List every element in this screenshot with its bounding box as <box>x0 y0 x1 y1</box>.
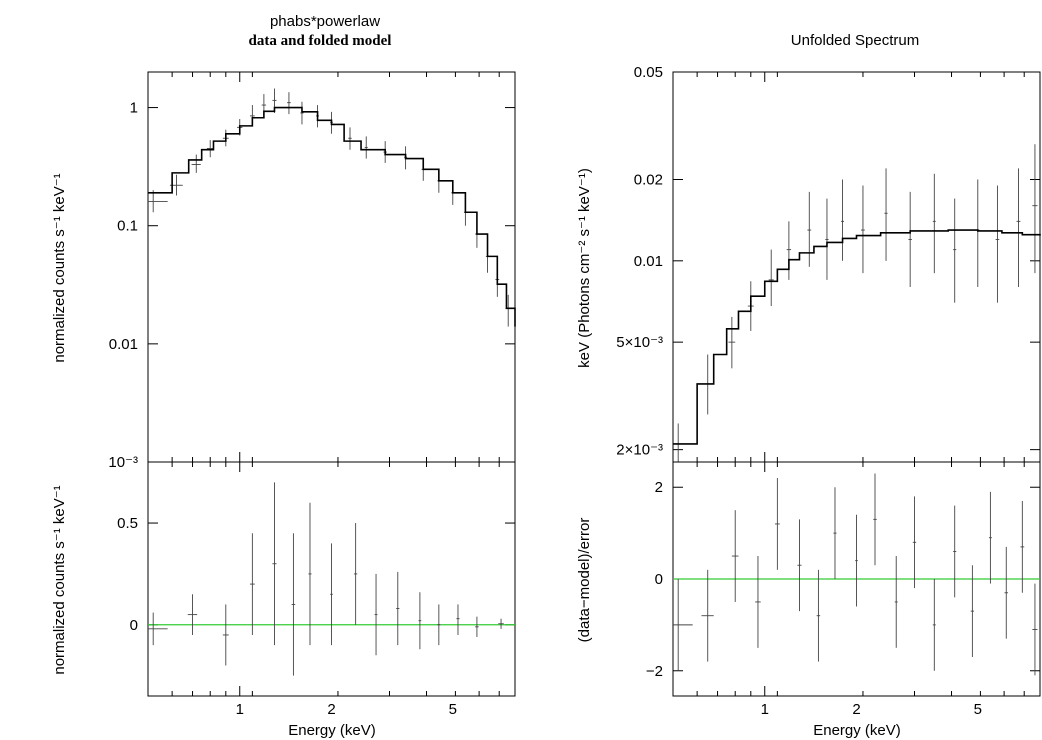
data-point <box>855 514 858 607</box>
data-point <box>148 190 168 213</box>
unfolded-ylabel: keV (Photons cm⁻² s⁻¹ keV⁻¹) <box>576 168 593 368</box>
data-point <box>768 249 774 307</box>
data-point <box>953 505 957 598</box>
data-point <box>348 127 352 150</box>
y-tick-label: 0.5 <box>117 515 138 532</box>
y-tick-label: 0.1 <box>117 218 138 235</box>
data-point <box>728 316 736 369</box>
x-tick-label: 5 <box>974 701 982 718</box>
folded-residual-panel: 1 2 5 0.5 0 <box>117 461 516 718</box>
data-point <box>731 510 739 602</box>
y-tick-label: 0 <box>655 571 663 588</box>
data-point <box>673 579 693 671</box>
data-point <box>912 496 917 589</box>
data-point <box>833 487 837 579</box>
data-point <box>797 519 802 612</box>
data-point <box>272 482 277 646</box>
data-point <box>330 543 333 646</box>
y-tick-label: 2 <box>655 479 663 496</box>
folded-ylabel: normalized counts s⁻¹ keV⁻¹ <box>51 173 68 362</box>
data-point <box>222 604 229 666</box>
data-point <box>249 533 255 635</box>
data-point <box>148 612 168 646</box>
data-point <box>300 101 304 125</box>
data-point <box>291 533 296 676</box>
unfolded-residual-ylabel: (data−model)/error <box>576 518 593 643</box>
x-tick-label: 2 <box>852 701 860 718</box>
y-tick-label: 5×10⁻³ <box>616 334 663 351</box>
x-tick-label: 5 <box>449 701 457 718</box>
data-point <box>774 478 780 570</box>
unfolded-residual-panel: 1 2 5 2 0 −2 <box>646 461 1041 718</box>
y-tick-label: 0.01 <box>634 253 663 270</box>
data-point <box>841 179 845 261</box>
unfolded-spectrum-panel: 0.05 0.02 0.01 5×10⁻³ 2×10⁻³ <box>616 64 1041 463</box>
right-title: Unfolded Spectrum <box>791 32 919 49</box>
data-point <box>437 604 441 646</box>
data-point <box>353 523 358 625</box>
data-point <box>287 92 291 115</box>
x-tick-label: 2 <box>327 701 335 718</box>
data-point <box>976 179 980 287</box>
x-tick-label: 1 <box>761 701 769 718</box>
folded-residual-ylabel: normalized counts s⁻¹ keV⁻¹ <box>51 485 68 674</box>
data-point <box>1032 583 1038 676</box>
data-point <box>396 571 400 646</box>
model-line <box>673 229 1041 445</box>
data-point <box>673 423 693 462</box>
data-point <box>894 556 898 648</box>
y-tick-label: −2 <box>646 663 663 680</box>
data-point <box>1004 546 1008 639</box>
data-point <box>873 473 877 566</box>
folded-spectrum-panel: 1 0.1 0.01 10⁻³ <box>108 71 516 471</box>
y-tick-label: 0.05 <box>634 64 663 81</box>
left-subtitle: data and folded model <box>249 33 392 49</box>
data-point <box>953 198 957 303</box>
data-point <box>206 140 214 158</box>
data-point <box>498 618 504 629</box>
data-point <box>884 168 888 261</box>
data-point <box>374 573 378 656</box>
data-point <box>475 616 479 637</box>
data-point <box>1032 144 1038 274</box>
y-tick-label: 0 <box>130 617 138 634</box>
data-point <box>932 173 936 274</box>
data-point <box>701 569 714 662</box>
y-tick-label: 1 <box>130 100 138 117</box>
data-point <box>786 221 792 280</box>
data-point <box>908 191 912 287</box>
y-tick-label: 2×10⁻³ <box>616 442 663 459</box>
y-tick-label: 0.01 <box>109 336 138 353</box>
data-point <box>1016 168 1021 287</box>
y-tick-label: 0.02 <box>634 171 663 188</box>
data-point <box>191 154 201 173</box>
data-point <box>187 594 198 635</box>
y-tick-label: 10⁻³ <box>108 454 138 471</box>
left-title: phabs*powerlaw <box>270 13 380 30</box>
data-point <box>807 191 812 267</box>
left-xlabel: Energy (keV) <box>288 722 376 739</box>
data-point <box>988 491 992 584</box>
data-point <box>970 565 975 657</box>
data-point <box>308 502 312 646</box>
data-point <box>456 604 460 635</box>
data-point <box>418 592 422 650</box>
data-point <box>755 556 761 648</box>
data-point <box>995 185 1000 303</box>
data-point <box>1020 501 1025 593</box>
data-point <box>816 569 821 662</box>
right-xlabel: Energy (keV) <box>813 722 901 739</box>
data-point <box>364 136 368 159</box>
data-point <box>932 579 936 671</box>
x-tick-label: 1 <box>236 701 244 718</box>
data-point <box>861 185 865 274</box>
model-line <box>148 106 516 327</box>
data-point <box>825 198 829 280</box>
